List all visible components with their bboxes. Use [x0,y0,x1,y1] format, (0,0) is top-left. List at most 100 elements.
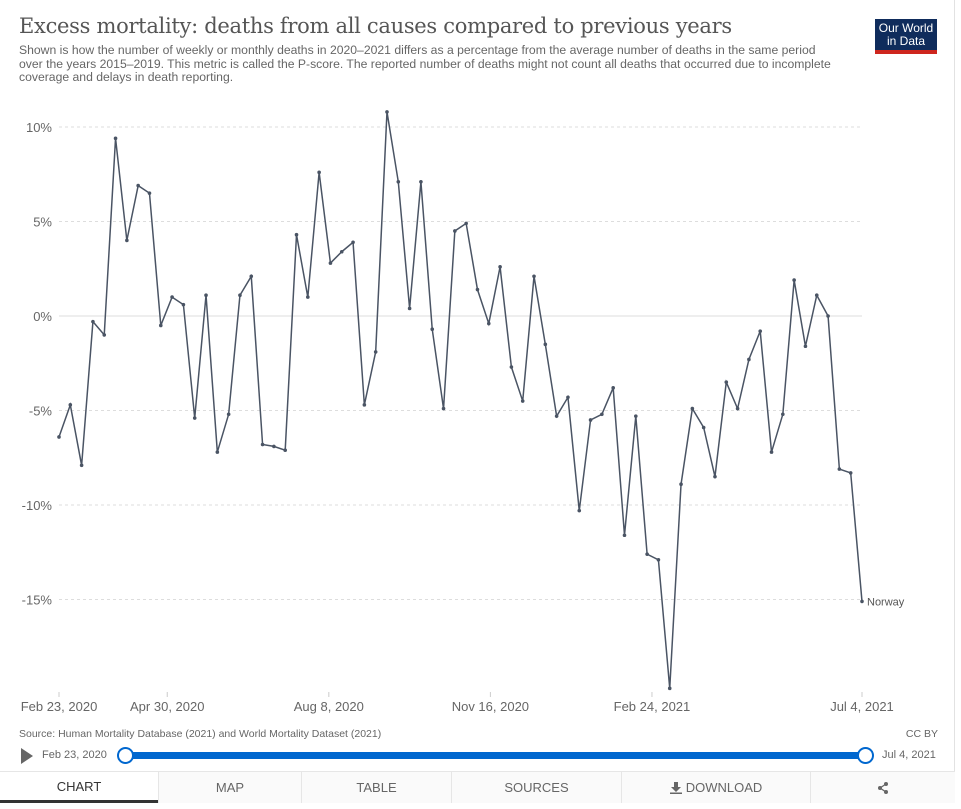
data-point [837,467,842,471]
timeline-track[interactable] [125,752,865,759]
y-tick-label: -15% [22,593,53,608]
line-chart: 10% 5% 0% -5% -10% -15% Feb 23, 2020 Apr 30, 20… [21,110,905,714]
license-link[interactable]: CC BY [905,728,938,740]
data-point [407,306,412,311]
data-point [634,414,638,418]
data-point [611,386,615,390]
tab-sources[interactable]: SOURCES [451,772,621,803]
data-point [181,302,186,307]
data-point [362,403,367,407]
data-point [260,442,265,447]
play-icon[interactable] [21,748,33,764]
y-tick-label: -10% [22,498,53,513]
data-point [373,350,378,354]
chart-subtitle: Shown is how the number of weekly or mon… [19,43,831,84]
data-point [57,435,61,439]
data-point [102,333,107,337]
series-label: Norway [867,596,905,608]
y-tick-label: -5% [29,404,53,419]
data-point [215,450,220,454]
y-tick-label: 0% [33,309,52,324]
data-point [419,180,423,184]
tab-chart[interactable]: CHART [0,772,158,803]
data-point [385,110,389,114]
source-link[interactable]: Source: Human Mortality Database (2021) … [19,728,382,740]
data-point [68,403,73,407]
data-point [283,448,287,452]
owid-logo[interactable]: Our World in Data [875,19,937,54]
data-point [724,380,729,384]
y-tick-label: 5% [33,215,52,230]
tab-label: DOWNLOAD [685,780,763,795]
data-point [848,471,853,475]
data-point [328,261,333,265]
data-point [781,412,785,417]
data-point [667,686,672,691]
data-point [351,240,355,245]
data-point [113,136,118,141]
data-point [339,249,344,254]
tab-map[interactable]: MAP [158,772,301,803]
data-point [238,293,242,298]
chart-title: Excess mortality: deaths from all causes… [19,14,732,38]
data-point [701,425,706,430]
x-tick-label: Feb 24, 2021 [614,699,691,714]
data-point [600,412,604,417]
data-point [317,170,321,175]
data-point [577,508,582,513]
data-point [441,406,446,411]
download-icon [669,781,682,794]
data-point [543,342,548,347]
data-point [679,482,683,487]
x-tick-label: Nov 16, 2020 [452,699,529,714]
data-point [158,323,163,328]
tab-label: CHART [56,778,102,794]
x-tick-label: Jul 4, 2021 [830,699,894,714]
data-point [204,293,208,298]
timeline-end-handle[interactable] [857,747,874,764]
timeline-start-handle[interactable] [117,747,134,764]
data-point [475,287,480,292]
tab-share[interactable] [810,772,955,803]
data-point [622,533,627,538]
data-point [509,365,514,369]
data-point [192,416,197,420]
data-point [803,344,808,349]
data-point [566,395,570,400]
timeline-start-label: Feb 23, 2020 [42,749,107,761]
data-point [690,406,695,411]
timeline-end-label: Jul 4, 2021 [882,749,936,761]
data-point [136,183,140,188]
data-point [272,444,276,449]
data-point [758,329,763,333]
data-point [747,357,751,362]
tab-download[interactable]: DOWNLOAD [621,772,810,803]
tab-bar: CHART MAP TABLE SOURCES DOWNLOAD [0,771,955,804]
data-point [147,191,152,195]
data-point [125,238,129,243]
series-line [58,111,863,689]
y-tick-label: 10% [26,120,52,135]
x-tick-label: Apr 30, 2020 [130,699,204,714]
data-point [498,265,502,269]
data-point [226,412,231,417]
x-tick-label: Feb 23, 2020 [21,699,98,714]
data-point [554,414,559,418]
data-point [735,406,740,411]
data-point [792,278,796,282]
data-point [769,450,774,454]
tab-table[interactable]: TABLE [301,772,451,803]
data-point [826,314,830,318]
data-point [430,327,435,332]
data-point [814,293,819,298]
tab-label: MAP [215,780,245,795]
tab-label: TABLE [356,780,397,795]
share-icon [878,781,888,794]
data-point [91,319,95,324]
data-point [532,274,536,279]
data-point [520,399,525,403]
data-point [170,295,174,299]
data-point [453,229,457,233]
data-point [860,599,864,604]
tab-label: SOURCES [504,780,569,795]
